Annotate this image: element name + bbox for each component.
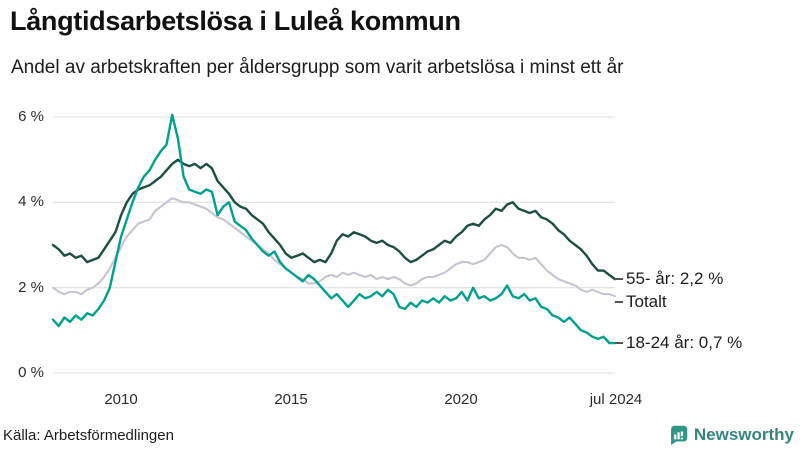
y-axis-tick-6: 6 % xyxy=(18,108,44,125)
legend-total: Totalt xyxy=(615,292,667,312)
newsworthy-wordmark: Newsworthy xyxy=(693,424,794,444)
y-axis-tick-0: 0 % xyxy=(18,364,44,381)
legend-label-18-24: 18-24 år: 0,7 % xyxy=(626,333,743,352)
page-title: Långtidsarbetslösa i Luleå kommun xyxy=(10,6,461,36)
y-axis-tick-2: 2 % xyxy=(18,279,44,296)
x-axis-tick-2020: 2020 xyxy=(444,391,478,408)
page-subtitle: Andel av arbetskraften per åldersgrupp s… xyxy=(11,57,624,78)
gridlines xyxy=(53,116,615,374)
legend-dash-icon xyxy=(615,342,623,344)
series-line-Totalt xyxy=(51,197,617,298)
legend-55-plus: 55- år: 2,2 % xyxy=(615,269,723,289)
series-line-18-24år xyxy=(51,113,617,345)
series-line-55-år xyxy=(51,158,617,281)
series-lines xyxy=(51,113,617,345)
newsworthy-logo[interactable]: Newsworthy xyxy=(668,424,794,445)
source-note: Källa: Arbetsförmedlingen xyxy=(3,427,174,444)
y-axis-tick-4: 4 % xyxy=(18,193,44,210)
x-axis-tick-2010: 2010 xyxy=(104,391,138,408)
x-axis-tick-2015: 2015 xyxy=(274,391,308,408)
legend-label-total: Totalt xyxy=(626,292,667,311)
legend-dash-icon xyxy=(615,278,623,280)
x-axis-tick-jul-2024: jul 2024 xyxy=(589,391,643,408)
legend-18-24: 18-24 år: 0,7 % xyxy=(615,333,742,353)
newsworthy-bubble-chart-icon xyxy=(670,425,688,445)
legend-label-55-plus: 55- år: 2,2 % xyxy=(626,269,724,288)
legend-dash-icon xyxy=(615,301,623,303)
